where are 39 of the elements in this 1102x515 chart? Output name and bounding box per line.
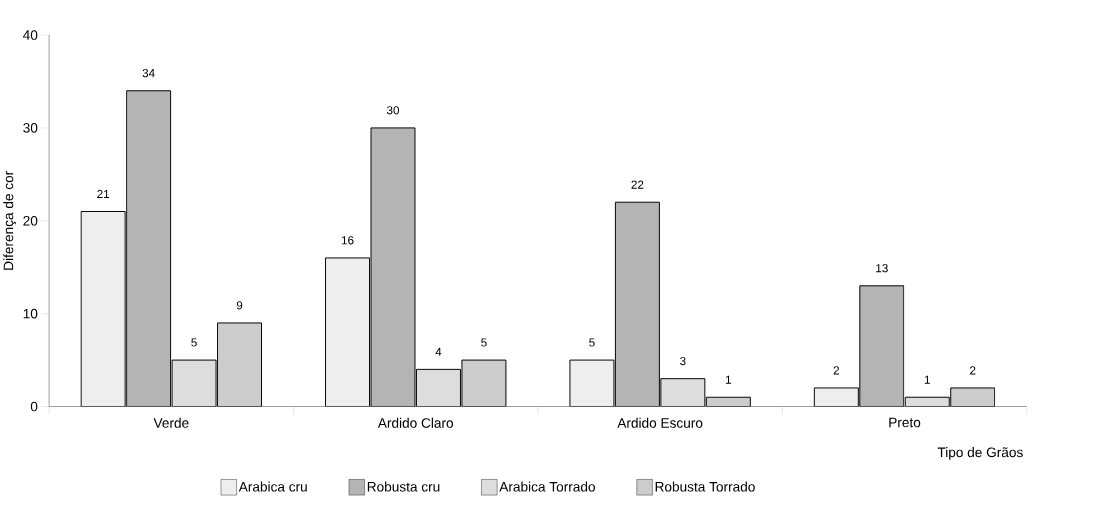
data-label: 2 bbox=[970, 366, 976, 375]
bar bbox=[415, 368, 461, 407]
data-label: 1 bbox=[924, 375, 930, 384]
bar bbox=[325, 257, 371, 407]
y-tick-label: 40 bbox=[23, 30, 38, 40]
y-tick-label: 0 bbox=[30, 401, 38, 412]
data-label: 5 bbox=[481, 338, 487, 347]
x-tick-label: Preto bbox=[889, 417, 921, 428]
data-label: 13 bbox=[876, 263, 888, 273]
data-label: 3 bbox=[680, 356, 686, 366]
data-label: 30 bbox=[386, 106, 400, 115]
bar bbox=[217, 322, 263, 407]
bar bbox=[80, 210, 126, 407]
data-label: 4 bbox=[435, 347, 442, 356]
legend-label: Robusta cru bbox=[367, 481, 440, 492]
data-label: 9 bbox=[236, 301, 243, 310]
x-tick-label: Verde bbox=[153, 417, 189, 428]
data-label: 1 bbox=[725, 375, 731, 384]
y-tick-label: 20 bbox=[23, 215, 38, 226]
data-label: 2 bbox=[833, 366, 839, 375]
data-label: 22 bbox=[631, 180, 644, 189]
legend-label: Arabica cru bbox=[238, 481, 307, 492]
x-tick-label: Ardido Claro bbox=[377, 417, 454, 428]
legend-label: Arabica Torrado bbox=[499, 481, 595, 492]
bar bbox=[569, 359, 615, 407]
legend-label: Robusta Torrado bbox=[655, 481, 755, 492]
bar bbox=[171, 359, 217, 407]
x-tick-label: Ardido Escuro bbox=[617, 417, 703, 428]
y-tick-label: 30 bbox=[23, 122, 38, 133]
y-axis-title: Diferença de cor bbox=[3, 170, 17, 270]
data-label: 21 bbox=[97, 189, 110, 198]
data-label: 16 bbox=[341, 236, 354, 245]
data-label: 5 bbox=[191, 338, 197, 347]
bar bbox=[461, 359, 507, 407]
data-label: 34 bbox=[142, 68, 155, 78]
bar bbox=[660, 378, 706, 407]
data-label: 5 bbox=[589, 338, 595, 347]
x-axis-title: Tipo de Grãos bbox=[937, 447, 1023, 460]
y-tick-label: 10 bbox=[23, 308, 38, 319]
